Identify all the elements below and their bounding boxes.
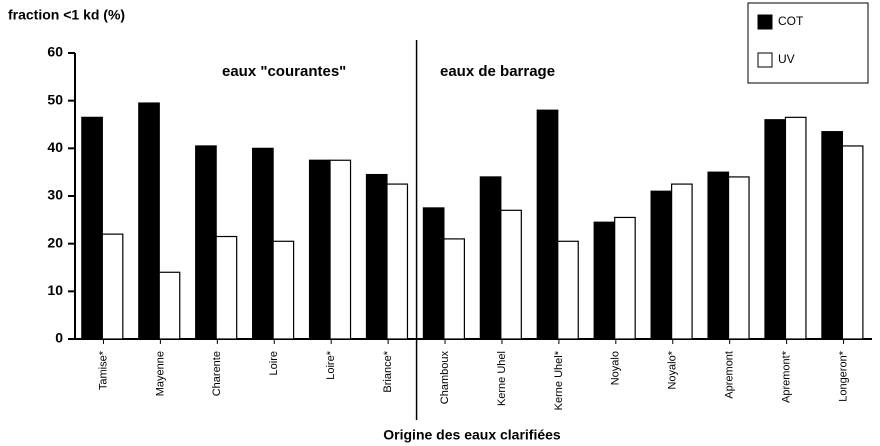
x-tick-label: Tamise* — [97, 350, 109, 390]
bar — [500, 209, 522, 340]
legend-label: COT — [778, 14, 804, 28]
annotation: eaux "courantes" — [222, 63, 346, 80]
x-tick-label: Loire — [268, 351, 280, 375]
bar — [821, 131, 843, 340]
bar — [329, 159, 352, 340]
bar — [252, 147, 274, 340]
legend-swatch — [757, 14, 773, 30]
bar — [443, 238, 465, 340]
bar — [365, 173, 388, 340]
x-axis-label: Origine des eaux clarifiées — [383, 427, 561, 443]
bar — [308, 159, 331, 340]
x-tick-label: Charente — [211, 351, 223, 396]
bar — [707, 171, 730, 340]
y-tick-label: 40 — [47, 139, 63, 155]
x-tick-label: Chamboux — [439, 351, 451, 405]
bar — [536, 109, 559, 340]
bar — [479, 176, 502, 340]
bar — [650, 190, 673, 340]
bar — [138, 102, 160, 340]
x-tick-label: Noyalo* — [667, 350, 679, 389]
bar — [784, 116, 807, 340]
bar — [841, 145, 864, 340]
bar — [727, 176, 750, 340]
x-tick-label: Noyalo — [610, 351, 622, 385]
y-axis-label: fraction <1 kd (%) — [8, 7, 125, 23]
bar — [764, 119, 787, 340]
legend-swatch — [757, 52, 773, 68]
x-tick-label: Apremont* — [781, 350, 793, 403]
bar — [422, 207, 445, 340]
x-tick-label: Kerne Uhel* — [553, 350, 565, 410]
bar — [101, 233, 124, 340]
bar — [81, 116, 103, 340]
x-tick-label: Loire* — [325, 350, 337, 379]
bar — [386, 183, 409, 340]
annotation: eaux de barrage — [440, 63, 555, 80]
bar — [593, 221, 616, 340]
y-tick-label: 10 — [47, 282, 63, 298]
bar — [158, 271, 181, 340]
bar — [195, 145, 217, 340]
bar — [614, 216, 636, 340]
x-tick-label: Briance* — [382, 350, 394, 392]
bar — [557, 240, 579, 340]
x-tick-label: Apremont — [724, 351, 736, 399]
y-tick-label: 0 — [55, 330, 63, 346]
y-tick-label: 20 — [47, 234, 63, 250]
bar — [671, 183, 693, 340]
x-tick-label: Mayenne — [154, 351, 166, 396]
x-tick-label: Longeron* — [837, 350, 849, 401]
bar — [215, 235, 238, 340]
x-tick-label: Kerne Uhel — [496, 351, 508, 406]
bar — [272, 240, 295, 340]
y-tick-label: 60 — [47, 44, 63, 60]
legend-label: UV — [778, 52, 795, 66]
y-tick-label: 50 — [47, 91, 63, 107]
y-tick-label: 30 — [47, 187, 63, 203]
